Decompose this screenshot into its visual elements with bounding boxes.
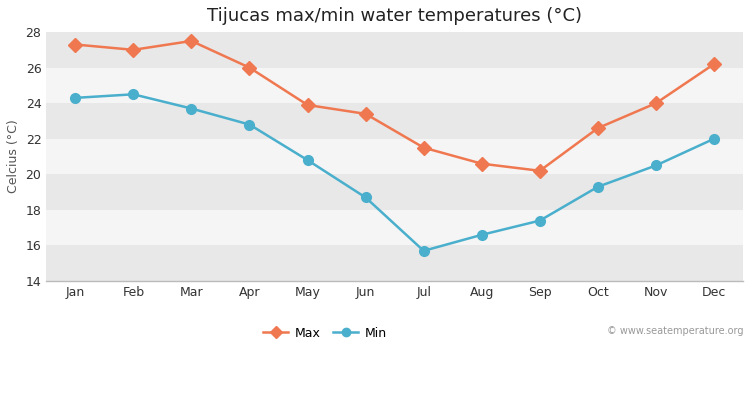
Line: Min: Min [70,90,719,256]
Bar [46,139,743,174]
Y-axis label: Celcius (°C): Celcius (°C) [7,120,20,194]
Min [419,248,428,253]
Min [593,184,602,189]
Max [536,168,544,173]
Min [477,232,486,237]
Bar [46,103,743,139]
Min [652,163,661,168]
Legend: Max, Min: Max, Min [259,322,392,344]
Max [129,48,138,52]
Min [245,122,254,127]
Max [593,126,602,130]
Max [710,62,718,66]
Bar [46,174,743,210]
Max [70,42,80,47]
Title: Tijucas max/min water temperatures (°C): Tijucas max/min water temperatures (°C) [207,7,582,25]
Min [536,218,544,223]
Min [70,96,80,100]
Max [419,145,428,150]
Max [245,65,254,70]
Max [303,102,312,107]
Max [187,38,196,43]
Min [187,106,196,111]
Bar [46,32,743,68]
Min [129,92,138,97]
Text: © www.seatemperature.org: © www.seatemperature.org [607,326,743,336]
Bar [46,246,743,281]
Min [361,195,370,200]
Bar [46,68,743,103]
Max [652,101,661,106]
Min [303,158,312,162]
Max [477,161,486,166]
Bar [46,210,743,246]
Line: Max: Max [70,36,719,176]
Min [710,136,718,141]
Max [361,112,370,116]
